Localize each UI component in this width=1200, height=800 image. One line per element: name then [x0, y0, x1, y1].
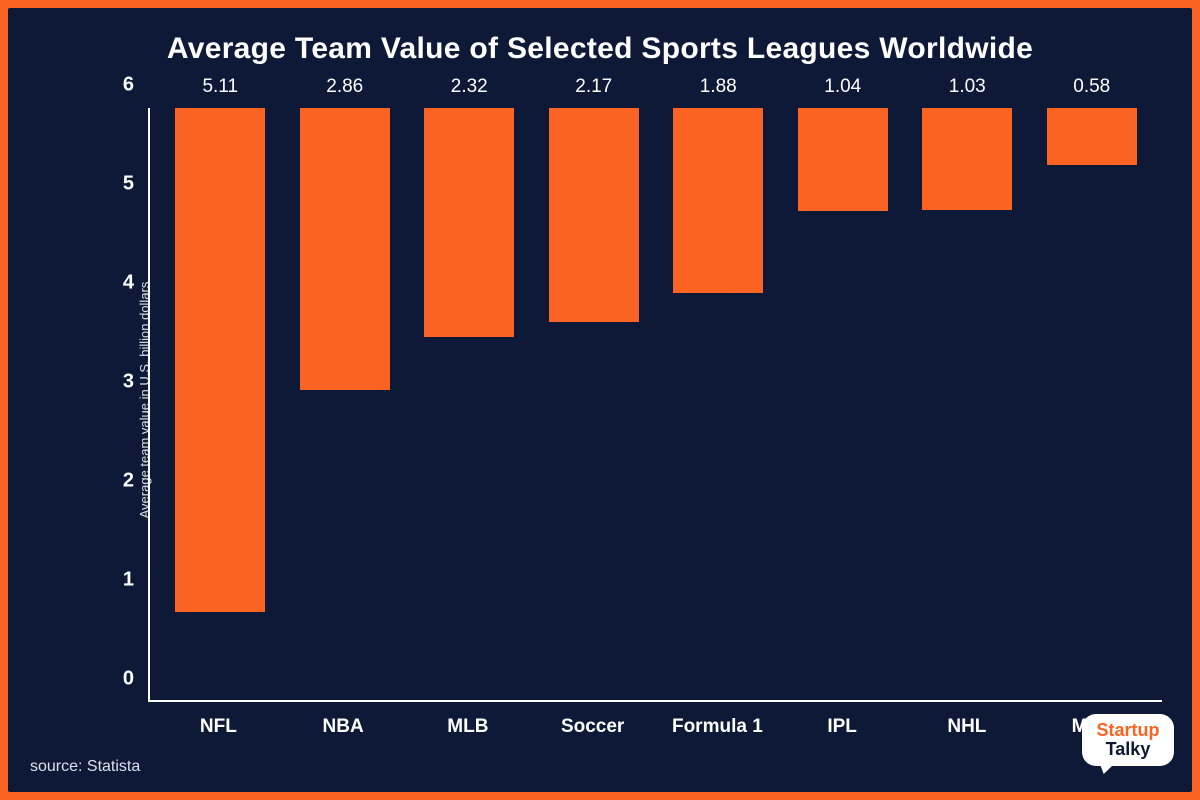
chart-title: Average Team Value of Selected Sports Le… — [8, 32, 1192, 66]
bar-value-label: 2.86 — [326, 76, 363, 108]
y-tick: 4 — [98, 272, 134, 295]
speech-bubble-icon: Startup Talky — [1082, 714, 1174, 766]
plot-region: 0123456 5.112.862.322.171.881.041.030.58… — [98, 108, 1162, 702]
bar-value-label: 2.17 — [575, 76, 612, 108]
bar-wrap: 5.11 — [158, 108, 283, 700]
y-tick: 2 — [98, 470, 134, 493]
bar: 0.58 — [1047, 108, 1137, 165]
bar-wrap: 2.32 — [407, 108, 532, 700]
bar-wrap: 1.88 — [656, 108, 781, 700]
bar: 1.04 — [798, 108, 888, 211]
bar-wrap: 2.86 — [283, 108, 408, 700]
bar: 2.32 — [424, 108, 514, 337]
y-tick: 0 — [98, 668, 134, 691]
bar-wrap: 1.04 — [781, 108, 906, 700]
x-category-label: Soccer — [530, 716, 655, 738]
x-axis-labels: NFLNBAMLBSoccerFormula 1IPLNHLMLS — [148, 716, 1162, 738]
bar-wrap: 0.58 — [1030, 108, 1155, 700]
x-category-label: NFL — [156, 716, 281, 738]
speech-bubble-tail-icon — [1094, 760, 1119, 774]
plot-area: 5.11 2.86 2.32 2.17 1.88 1.04 1.03 0.58 — [148, 108, 1162, 702]
bar: 2.17 — [549, 108, 639, 322]
bars-container: 5.11 2.86 2.32 2.17 1.88 1.04 1.03 0.58 — [150, 108, 1162, 700]
y-tick: 5 — [98, 173, 134, 196]
bar: 2.86 — [300, 108, 390, 390]
bar-value-label: 1.88 — [700, 76, 737, 108]
bar-value-label: 2.32 — [451, 76, 488, 108]
bar: 1.88 — [673, 108, 763, 293]
y-tick: 3 — [98, 371, 134, 394]
logo-line1: Startup — [1097, 721, 1160, 740]
y-tick: 1 — [98, 569, 134, 592]
bar-wrap: 2.17 — [532, 108, 657, 700]
y-tick: 6 — [98, 74, 134, 97]
y-axis-ticks: 0123456 — [98, 108, 138, 702]
logo-line2: Talky — [1106, 740, 1151, 759]
x-category-label: NBA — [281, 716, 406, 738]
bar-value-label: 0.58 — [1073, 76, 1110, 108]
brand-logo: Startup Talky — [1082, 714, 1174, 778]
bar-value-label: 1.04 — [824, 76, 861, 108]
x-category-label: IPL — [780, 716, 905, 738]
chart-canvas: Average Team Value of Selected Sports Le… — [8, 8, 1192, 792]
source-text: source: Statista — [30, 758, 140, 776]
x-category-label: Formula 1 — [655, 716, 780, 738]
bar-wrap: 1.03 — [905, 108, 1030, 700]
bar: 1.03 — [922, 108, 1012, 210]
chart-frame: Average Team Value of Selected Sports Le… — [0, 0, 1200, 800]
x-category-label: MLB — [406, 716, 531, 738]
bar: 5.11 — [175, 108, 265, 612]
x-category-label: NHL — [905, 716, 1030, 738]
bar-value-label: 1.03 — [949, 76, 986, 108]
bar-value-label: 5.11 — [202, 76, 238, 108]
